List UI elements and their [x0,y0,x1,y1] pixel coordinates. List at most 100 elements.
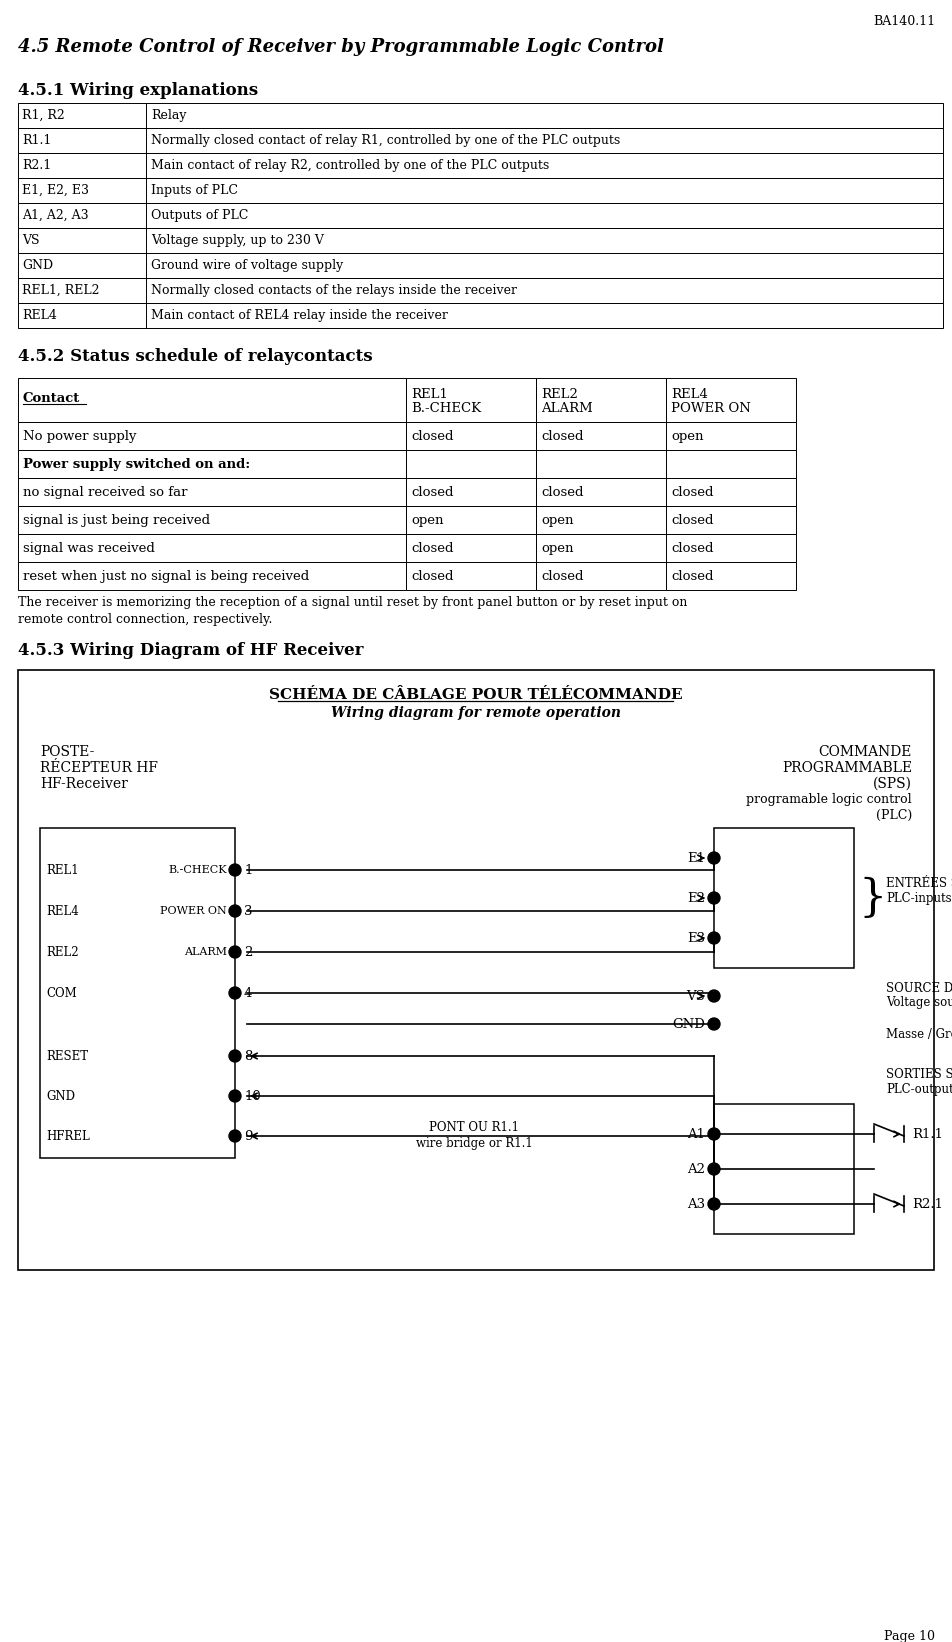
Text: REL4: REL4 [670,388,707,401]
Text: closed: closed [410,570,453,583]
Text: ALARM: ALARM [541,402,592,415]
Bar [713,1103,853,1235]
Text: closed: closed [410,542,453,555]
Bar [535,378,665,422]
Text: (PLC): (PLC) [875,810,911,823]
Bar [406,478,535,506]
Bar [18,228,942,253]
Text: 2: 2 [244,946,252,959]
Text: 4.5 Remote Control of Receiver by Programmable Logic Control: 4.5 Remote Control of Receiver by Progra… [18,38,664,56]
Text: POWER ON: POWER ON [670,402,750,415]
Text: E3: E3 [686,931,704,944]
Text: PLC-inputs: PLC-inputs [885,892,951,905]
Text: 4: 4 [244,987,252,1000]
Text: Inputs of PLC: Inputs of PLC [150,184,238,197]
Bar [665,562,795,589]
Text: HFREL: HFREL [46,1130,89,1143]
Text: Ground wire of voltage supply: Ground wire of voltage supply [150,259,343,273]
Text: closed: closed [541,486,583,499]
Bar [18,478,406,506]
Bar [535,422,665,450]
Text: Outputs of PLC: Outputs of PLC [150,209,248,222]
Text: 8: 8 [244,1049,252,1062]
Text: A2: A2 [686,1163,704,1176]
Text: RESET: RESET [46,1049,88,1062]
Circle shape [228,1130,241,1141]
Text: COM: COM [46,987,77,1000]
Bar [18,378,406,422]
Bar [18,422,406,450]
Text: REL4: REL4 [46,905,79,918]
Circle shape [707,1128,720,1140]
Circle shape [228,1049,241,1062]
Text: open: open [541,514,573,527]
Bar [18,450,406,478]
Text: Voltage source: Voltage source [885,995,952,1008]
Text: reset when just no signal is being received: reset when just no signal is being recei… [23,570,309,583]
Bar [18,128,942,153]
Text: Page 10
01/22/2001: Page 10 01/22/2001 [862,1631,934,1642]
Text: (SPS): (SPS) [872,777,911,791]
Text: VS: VS [22,235,39,246]
Bar [40,828,235,1158]
Text: GND: GND [671,1018,704,1031]
Bar [713,828,853,969]
Text: GND: GND [22,259,53,273]
Text: Relay: Relay [150,108,187,122]
Text: Normally closed contacts of the relays inside the receiver: Normally closed contacts of the relays i… [150,284,516,297]
Text: signal is just being received: signal is just being received [23,514,209,527]
Text: 4.5.2 Status schedule of relaycontacts: 4.5.2 Status schedule of relaycontacts [18,348,372,365]
Bar [535,506,665,534]
Text: PROGRAMMABLE: PROGRAMMABLE [781,760,911,775]
Text: signal was received: signal was received [23,542,155,555]
Text: remote control connection, respectively.: remote control connection, respectively. [18,612,272,626]
Text: closed: closed [670,570,713,583]
Circle shape [228,987,241,998]
Circle shape [707,933,720,944]
Bar [535,562,665,589]
Text: SORTIES SPS: SORTIES SPS [885,1067,952,1080]
Text: REL4: REL4 [22,309,57,322]
Circle shape [707,1018,720,1030]
Text: E1, E2, E3: E1, E2, E3 [22,184,89,197]
Text: R1, R2: R1, R2 [22,108,65,122]
Bar [406,378,535,422]
Text: PLC-outputs: PLC-outputs [885,1082,952,1095]
Text: Main contact of relay R2, controlled by one of the PLC outputs: Main contact of relay R2, controlled by … [150,159,548,172]
Bar [18,253,942,277]
Bar [406,506,535,534]
Text: PONT OU R1.1: PONT OU R1.1 [429,1121,519,1135]
Text: The receiver is memorizing the reception of a signal until reset by front panel : The receiver is memorizing the reception… [18,596,686,609]
Circle shape [228,905,241,916]
Text: R1.1: R1.1 [911,1128,942,1141]
Bar [406,450,535,478]
Text: E1: E1 [686,852,704,864]
Circle shape [707,1199,720,1210]
Text: programable logic control: programable logic control [745,793,911,806]
Bar [665,534,795,562]
Text: wire bridge or R1.1: wire bridge or R1.1 [416,1136,532,1149]
Text: COMMANDE: COMMANDE [818,745,911,759]
Text: closed: closed [410,486,453,499]
Bar [18,277,942,304]
Text: closed: closed [410,430,453,442]
Text: A3: A3 [686,1197,704,1210]
Bar [535,534,665,562]
Bar [665,422,795,450]
Bar [406,422,535,450]
Text: No power supply: No power supply [23,430,136,442]
Text: R1.1: R1.1 [22,135,51,148]
Bar [406,562,535,589]
Text: POWER ON: POWER ON [160,906,227,916]
Text: Main contact of REL4 relay inside the receiver: Main contact of REL4 relay inside the re… [150,309,447,322]
Text: closed: closed [541,430,583,442]
Bar [535,478,665,506]
Text: 4.5.1 Wiring explanations: 4.5.1 Wiring explanations [18,82,258,99]
Text: 4.5.3 Wiring Diagram of HF Receiver: 4.5.3 Wiring Diagram of HF Receiver [18,642,363,658]
Text: GND: GND [46,1090,75,1102]
Bar [665,450,795,478]
Text: A1, A2, A3: A1, A2, A3 [22,209,89,222]
Text: B.-CHECK: B.-CHECK [410,402,481,415]
Text: A1: A1 [686,1128,704,1141]
Circle shape [707,852,720,864]
